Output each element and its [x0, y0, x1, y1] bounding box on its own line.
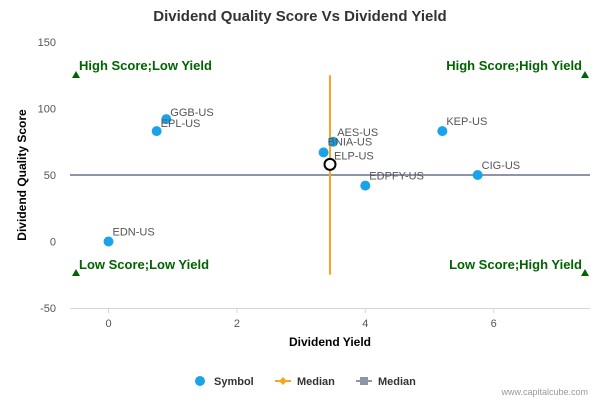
data-point [318, 147, 329, 158]
data-point-label: EPL-US [161, 118, 201, 130]
data-point [328, 136, 339, 147]
legend-item-label: Symbol [214, 376, 254, 388]
quadrant-label: High Score;Low Yield [79, 58, 212, 73]
x-axis-title: Dividend Yield [289, 335, 371, 349]
legend-item[interactable]: Median [275, 376, 335, 388]
y-tick-label: 50 [44, 170, 56, 182]
x-tick-label: 2 [234, 318, 240, 330]
quadrant-marker-icon [72, 269, 80, 276]
data-point-label: CIG-US [482, 160, 520, 172]
data-point [472, 170, 483, 180]
y-tick-label: 150 [38, 37, 56, 49]
quadrant-marker-icon [581, 71, 589, 78]
quadrant-label: High Score;High Yield [446, 58, 582, 73]
data-point [103, 236, 114, 247]
data-point-label: EDPFY-US [369, 171, 424, 183]
quadrant-marker-icon [581, 269, 589, 276]
y-tick-label: -50 [40, 303, 56, 315]
data-point [360, 180, 371, 191]
legend-square-icon [360, 377, 368, 385]
legend-item-label: Median [297, 376, 335, 388]
legend-item[interactable]: Median [356, 376, 416, 388]
data-point-label: EDN-US [113, 227, 155, 239]
data-point-label: GGB-US [170, 107, 213, 119]
quadrant-label: Low Score;Low Yield [79, 257, 209, 272]
y-tick-label: 0 [50, 237, 56, 249]
x-tick-label: 4 [362, 318, 368, 330]
data-point [161, 114, 172, 125]
data-point-label: AES-US [337, 127, 378, 139]
legend-diamond-icon [279, 377, 287, 385]
credit-text: www.capitalcube.com [500, 387, 588, 397]
quadrant-label: Low Score;High Yield [449, 257, 582, 272]
data-point [151, 126, 162, 137]
quadrant-marker-icon [72, 71, 80, 78]
y-tick-label: 100 [38, 104, 56, 116]
highlight-point-label: ELP-US [334, 150, 374, 162]
data-point-label: BNIA-US [328, 136, 373, 148]
highlight-point [323, 157, 337, 171]
plot-area: -50 0 50 100 150 0 2 4 6 High Score;Low Yield High… [38, 37, 590, 330]
chart-title: Dividend Quality Score Vs Dividend Yield [153, 8, 446, 25]
x-tick-label: 0 [105, 318, 111, 330]
data-point-label: KEP-US [446, 116, 487, 128]
x-tick-label: 6 [491, 318, 497, 330]
legend-item-label: Median [378, 376, 416, 388]
y-axis-title: Dividend Quality Score [15, 109, 29, 241]
legend-item[interactable]: Symbol [195, 376, 254, 388]
legend[interactable]: Symbol Median Median [195, 376, 416, 388]
data-point [437, 126, 448, 137]
legend-circle-icon [195, 376, 205, 386]
